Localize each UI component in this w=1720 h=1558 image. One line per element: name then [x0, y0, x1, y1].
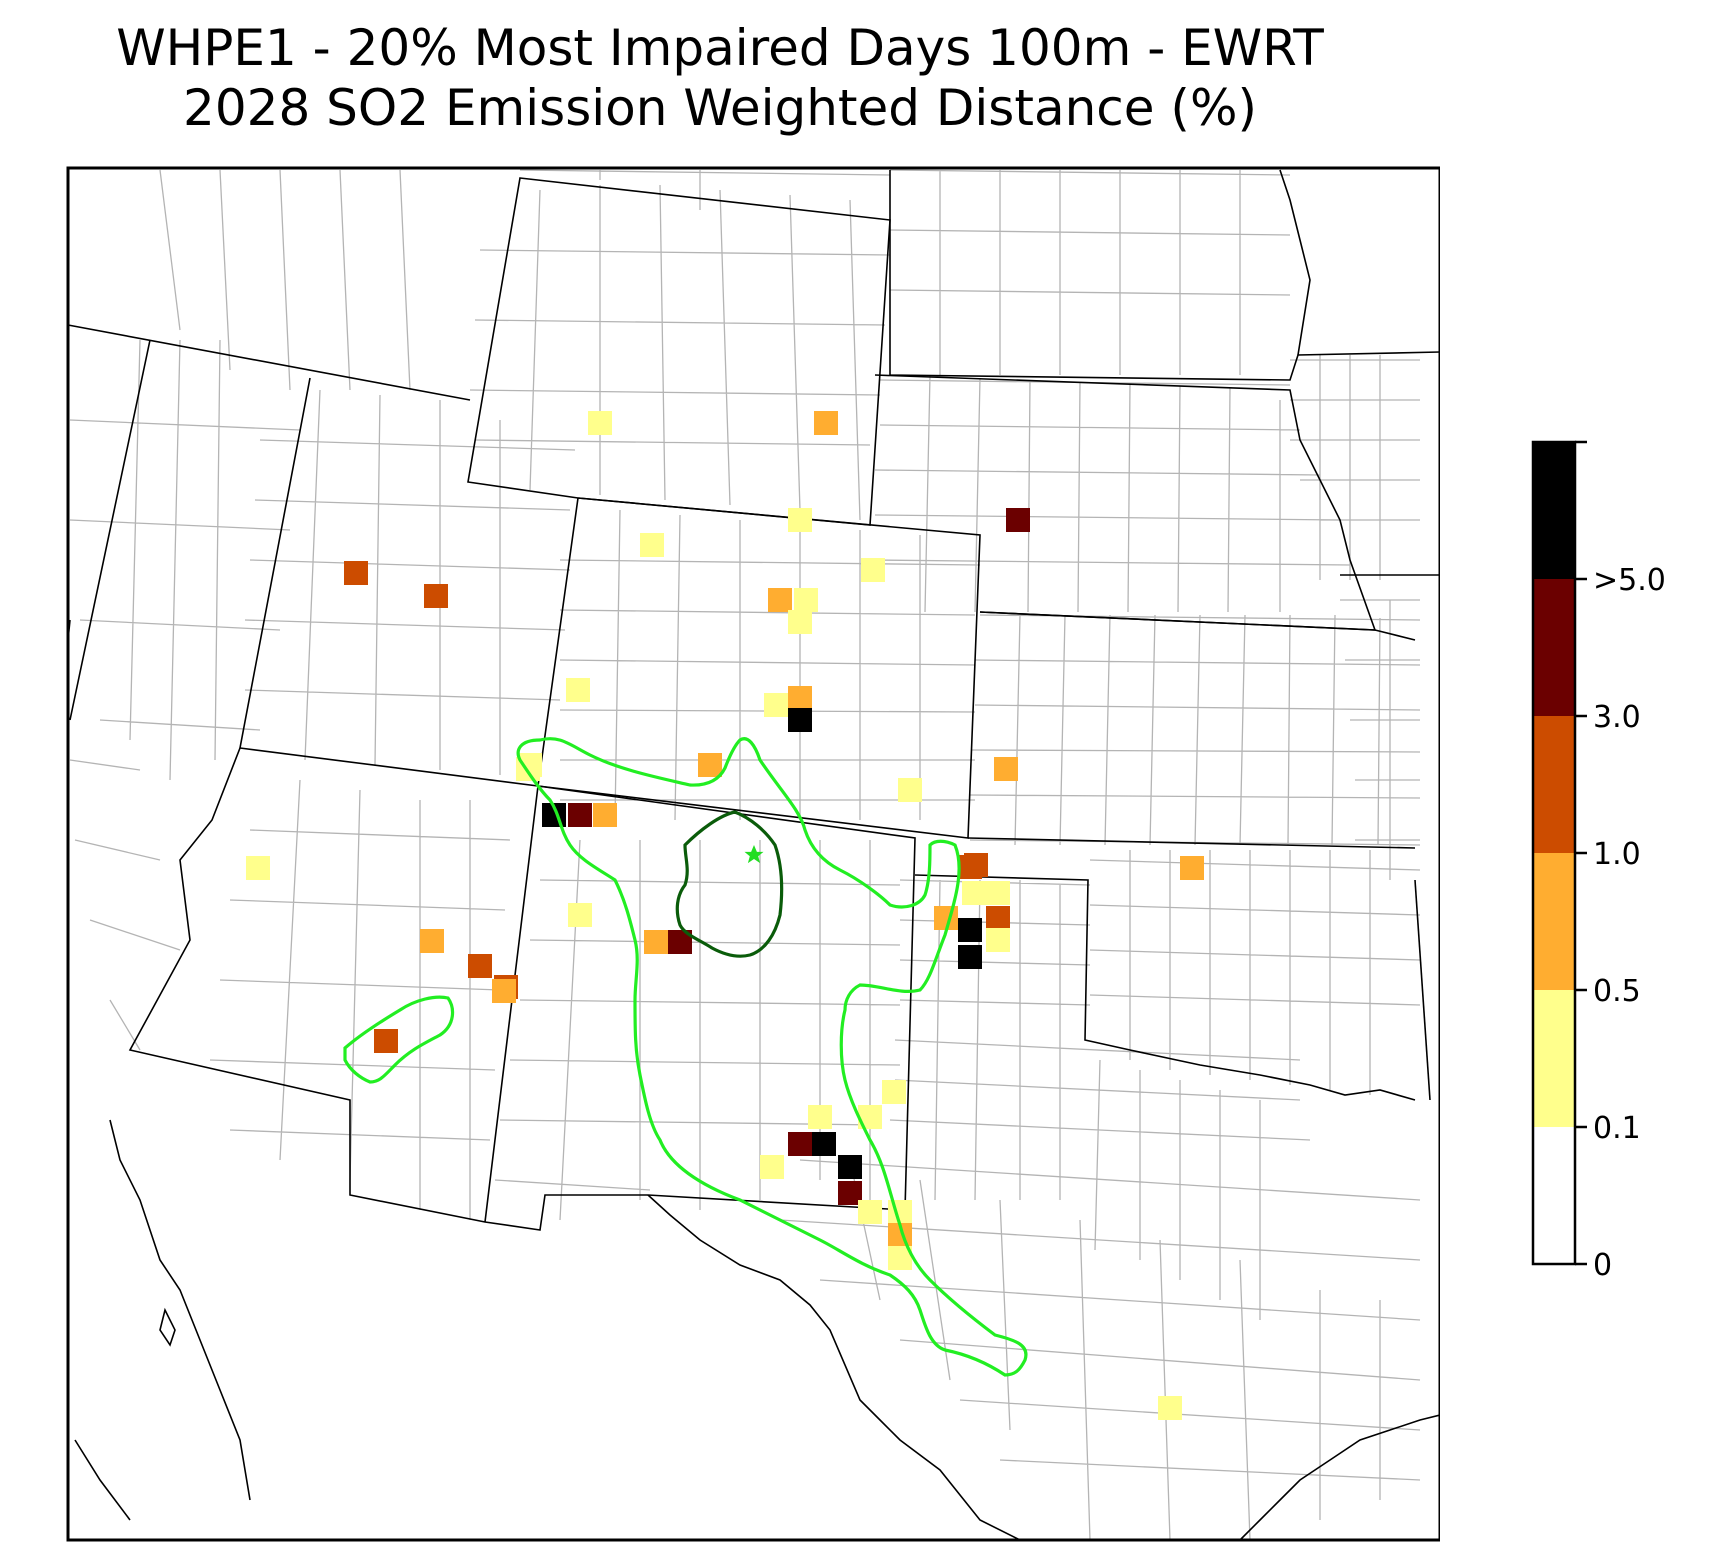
- emission-cell: [644, 930, 668, 954]
- county-grid-arizona: [209, 779, 511, 1220]
- colorbar-ticks: [1575, 440, 1587, 1266]
- colorbar-bin: [1533, 716, 1575, 853]
- colorbar-tick-label: >5.0: [1593, 563, 1666, 598]
- colorbar-bins: [1533, 442, 1575, 1264]
- emission-cell: [958, 855, 982, 879]
- colorbar-tick-label: 1.0: [1593, 837, 1641, 872]
- montana-north-border: [889, 170, 1440, 381]
- county-grid-texas-south: [779, 1159, 1421, 1541]
- emission-cell: [424, 584, 448, 608]
- inner-contour: [675, 810, 784, 958]
- colorbar-tick-label: 3.0: [1593, 700, 1641, 735]
- emission-cell: [768, 588, 792, 612]
- colorbar-bin: [1533, 990, 1575, 1127]
- county-grid-dakotas-montana: [519, 169, 1291, 375]
- county-grid-nevada-idaho: [69, 169, 411, 781]
- emission-cell: [958, 945, 982, 969]
- emission-cell: [882, 1080, 906, 1104]
- county-grid-california: [69, 759, 181, 1051]
- emission-cell: [858, 1200, 882, 1224]
- emission-cell: [760, 1155, 784, 1179]
- emission-cell: [566, 678, 590, 702]
- site-star-icon: [744, 845, 764, 864]
- emission-cell: [698, 753, 722, 777]
- emission-cell: [814, 411, 838, 435]
- colorbar-tick-label: 0.1: [1593, 1111, 1641, 1146]
- state-boundaries: [67, 169, 1440, 1541]
- emission-cell: [986, 881, 1010, 905]
- kansas-oklahoma-border: [967, 837, 1416, 849]
- emission-cell: [492, 979, 516, 1003]
- colorbar-bin: [1533, 1127, 1575, 1264]
- county-grid-oklahoma: [1089, 850, 1421, 1095]
- emission-cell: [994, 757, 1018, 781]
- colorbar-bin: [1533, 442, 1575, 579]
- texas-border: [647, 1194, 1080, 1541]
- title-line-2: 2028 SO2 Emission Weighted Distance (%): [183, 79, 1257, 137]
- map-title: WHPE1 - 20% Most Impaired Days 100m - EW…: [0, 18, 1440, 138]
- texas-gulf-coast: [1239, 1414, 1440, 1541]
- emission-cell: [468, 954, 492, 978]
- oklahoma-east-border: [1414, 879, 1431, 1101]
- emission-cell: [1180, 856, 1204, 880]
- colorado-border: [537, 497, 981, 839]
- colorbar-bin: [1533, 853, 1575, 990]
- arizona-nm-border: [128, 747, 648, 1231]
- outer-contour: [516, 737, 1028, 1377]
- kansas-border: [979, 611, 1416, 641]
- emission-cell: [588, 411, 612, 435]
- emission-cell: [986, 906, 1010, 930]
- emission-cell: [788, 686, 812, 710]
- emission-cell: [1006, 508, 1030, 532]
- emission-cell: [344, 561, 368, 585]
- utah-border: [239, 377, 579, 787]
- emission-cell: [1158, 1396, 1182, 1420]
- colorbar-tick-label: 0.5: [1593, 974, 1641, 1009]
- emission-cell: [788, 610, 812, 634]
- county-grid-wyoming: [469, 184, 891, 521]
- emission-cell: [861, 558, 885, 582]
- emission-cell: [246, 856, 270, 880]
- map-panel: [66, 166, 1440, 1542]
- county-grid-iowa-missouri: [1290, 355, 1420, 880]
- emission-cell: [812, 1132, 836, 1156]
- nevada-border: [69, 339, 151, 721]
- baja-coast: [74, 1119, 251, 1521]
- oklahoma-border: [914, 874, 1416, 1101]
- colorbar-tick-label: 0: [1593, 1248, 1612, 1283]
- emission-cell: [593, 803, 617, 827]
- emission-cell: [568, 803, 592, 827]
- emission-cell: [640, 533, 664, 557]
- south-dakota-border: [1279, 169, 1311, 356]
- map-frame: [66, 166, 1440, 1542]
- baja-island: [159, 1307, 176, 1347]
- emission-cell: [838, 1155, 862, 1179]
- emission-cell: [958, 918, 982, 942]
- idaho-utah-border: [67, 324, 471, 401]
- emission-cell: [788, 708, 812, 732]
- county-boundaries: [69, 169, 1421, 1541]
- emission-cell: [794, 588, 818, 612]
- emission-cells: [246, 411, 1204, 1420]
- county-grid-colorado: [559, 509, 981, 821]
- contours: [343, 737, 1028, 1377]
- emission-cell: [374, 1029, 398, 1053]
- colorbar-labels: 0 0.1 0.5 1.0 3.0 >5.0: [1593, 563, 1666, 1283]
- emission-cell: [420, 929, 444, 953]
- emission-cell: [962, 881, 986, 905]
- title-line-1: WHPE1 - 20% Most Impaired Days 100m - EW…: [116, 19, 1324, 77]
- outer-contour-arizona: [343, 995, 455, 1084]
- colorbar-bin: [1533, 579, 1575, 716]
- emission-cell: [568, 903, 592, 927]
- emission-cell: [808, 1105, 832, 1129]
- emission-cell: [788, 1132, 812, 1156]
- county-grid-newmexico: [494, 839, 901, 1221]
- site-marker: [744, 845, 764, 864]
- emission-cell: [898, 778, 922, 802]
- newmexico-border: [537, 785, 916, 1211]
- emission-cell: [788, 508, 812, 532]
- emission-cell: [986, 928, 1010, 952]
- emission-cell: [764, 693, 788, 717]
